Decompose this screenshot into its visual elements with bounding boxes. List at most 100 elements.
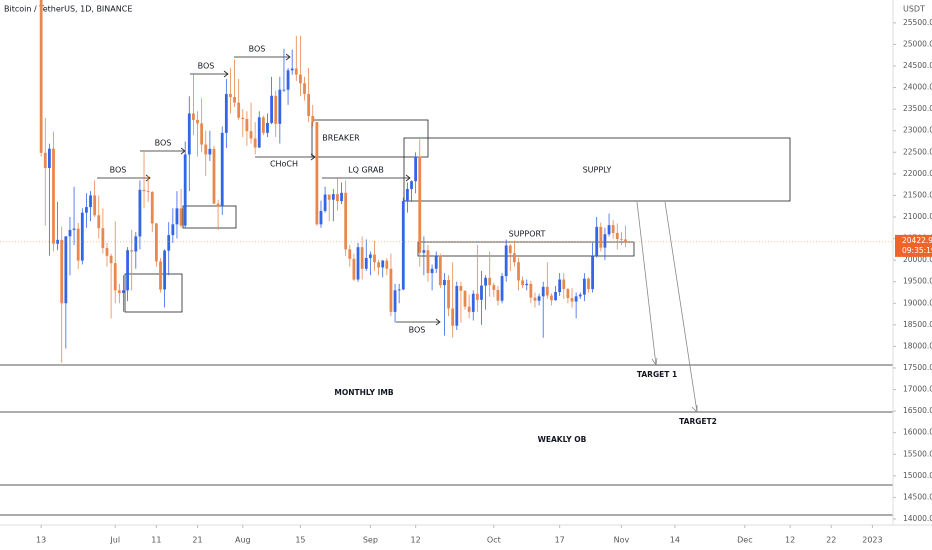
y-tick-label: 17000.00 [903, 385, 932, 394]
candle-body [401, 201, 405, 290]
y-tick-label: 24500.00 [903, 61, 932, 70]
y-tick-label: 20000.00 [903, 255, 932, 264]
candle-body [352, 258, 356, 280]
candle-body [619, 238, 623, 240]
candle-body [229, 94, 232, 98]
candle-body [480, 285, 483, 300]
candle-body [171, 224, 175, 236]
candle-body [80, 212, 84, 261]
candle-body [134, 236, 138, 252]
candle-body [570, 298, 574, 302]
candle-body [245, 119, 249, 132]
candle-body [237, 102, 241, 118]
candle-body [159, 261, 162, 290]
x-tick-label: Jul [109, 536, 120, 545]
candle-body [101, 228, 105, 249]
annotation: WEAKLY OB [538, 435, 587, 444]
y-tick-label: 21500.00 [903, 190, 932, 199]
candle-body [360, 247, 364, 269]
candle-body [130, 250, 134, 252]
x-tick-label: 14 [670, 536, 680, 545]
candle-body [467, 306, 471, 312]
candle-body [541, 286, 545, 297]
candle-body [385, 260, 389, 269]
candle-body [558, 279, 562, 293]
countdown: 09:35:19 [902, 246, 932, 255]
candle-body [471, 293, 475, 312]
candle-body [492, 285, 496, 290]
candle-body [286, 70, 290, 90]
candle-body [138, 189, 142, 237]
candle-body [525, 283, 529, 286]
candle-body [76, 228, 80, 261]
x-tick-label: 12 [785, 536, 795, 545]
candle-body [323, 194, 327, 211]
x-tick-label: 11 [151, 536, 161, 545]
candle-body [192, 113, 195, 120]
candle-body [529, 283, 533, 298]
candle-body [93, 195, 97, 216]
y-tick-label: 14000.00 [903, 514, 932, 523]
x-tick-label: Nov [614, 536, 630, 545]
candle-body [274, 95, 278, 124]
annotation: CHoCH [270, 160, 298, 169]
candle-body [311, 116, 315, 123]
y-tick-label: 23500.00 [903, 104, 932, 113]
candle-body [233, 97, 236, 103]
candle-body [418, 156, 422, 253]
candle-body [373, 254, 376, 263]
candle-body [500, 276, 504, 301]
supply-box [403, 137, 791, 202]
candle-body [434, 255, 438, 269]
candle-body [47, 148, 51, 168]
candle-body [216, 203, 220, 207]
candle-body [278, 89, 282, 124]
x-tick-label: 15 [295, 536, 305, 545]
candle-body [414, 156, 418, 182]
candle-body [307, 94, 311, 117]
candle-body [299, 74, 302, 84]
y-tick-label: 25000.00 [903, 39, 932, 48]
candle-body [175, 208, 179, 225]
x-tick-label: Aug [235, 536, 251, 545]
drawings [0, 53, 893, 516]
y-tick-label: 25500.00 [903, 18, 932, 27]
price-tag [895, 234, 932, 257]
candle-body [327, 194, 331, 200]
candle-body [126, 250, 129, 291]
target-arrows [636, 201, 698, 413]
candle-body [508, 245, 512, 254]
x-tick-label: 21 [192, 536, 202, 545]
candle-body [261, 117, 265, 133]
candle-body [183, 154, 187, 226]
candle-body [257, 117, 261, 148]
candle-body [504, 245, 508, 277]
annotation: SUPPLY [583, 166, 612, 175]
y-tick-label: 24000.00 [903, 83, 932, 92]
y-tick-label: 16000.00 [903, 428, 932, 437]
candle-body [377, 262, 380, 268]
candle-body [438, 255, 442, 286]
candle-body [60, 239, 64, 304]
candle-body [336, 194, 339, 202]
candle-body [163, 250, 167, 290]
zone-box [182, 205, 237, 229]
candle-body [68, 229, 72, 237]
candle-body [142, 189, 146, 192]
candle-body [611, 225, 615, 233]
candle-body [356, 247, 360, 280]
candle-body [39, 0, 43, 153]
candle-body [451, 308, 455, 326]
candle-body [146, 191, 150, 192]
candle-body [517, 262, 520, 281]
candle-body [187, 113, 191, 155]
candle-body [249, 131, 253, 139]
annotation: LQ GRAB [348, 166, 384, 175]
annotation: BREAKER [322, 134, 360, 143]
candle-body [447, 279, 450, 309]
candle-body [554, 292, 557, 301]
y-tick-label: 21000.00 [903, 212, 932, 221]
candle-body [484, 277, 487, 286]
y-tick-label: 17500.00 [903, 363, 932, 372]
candle-body [422, 250, 426, 253]
